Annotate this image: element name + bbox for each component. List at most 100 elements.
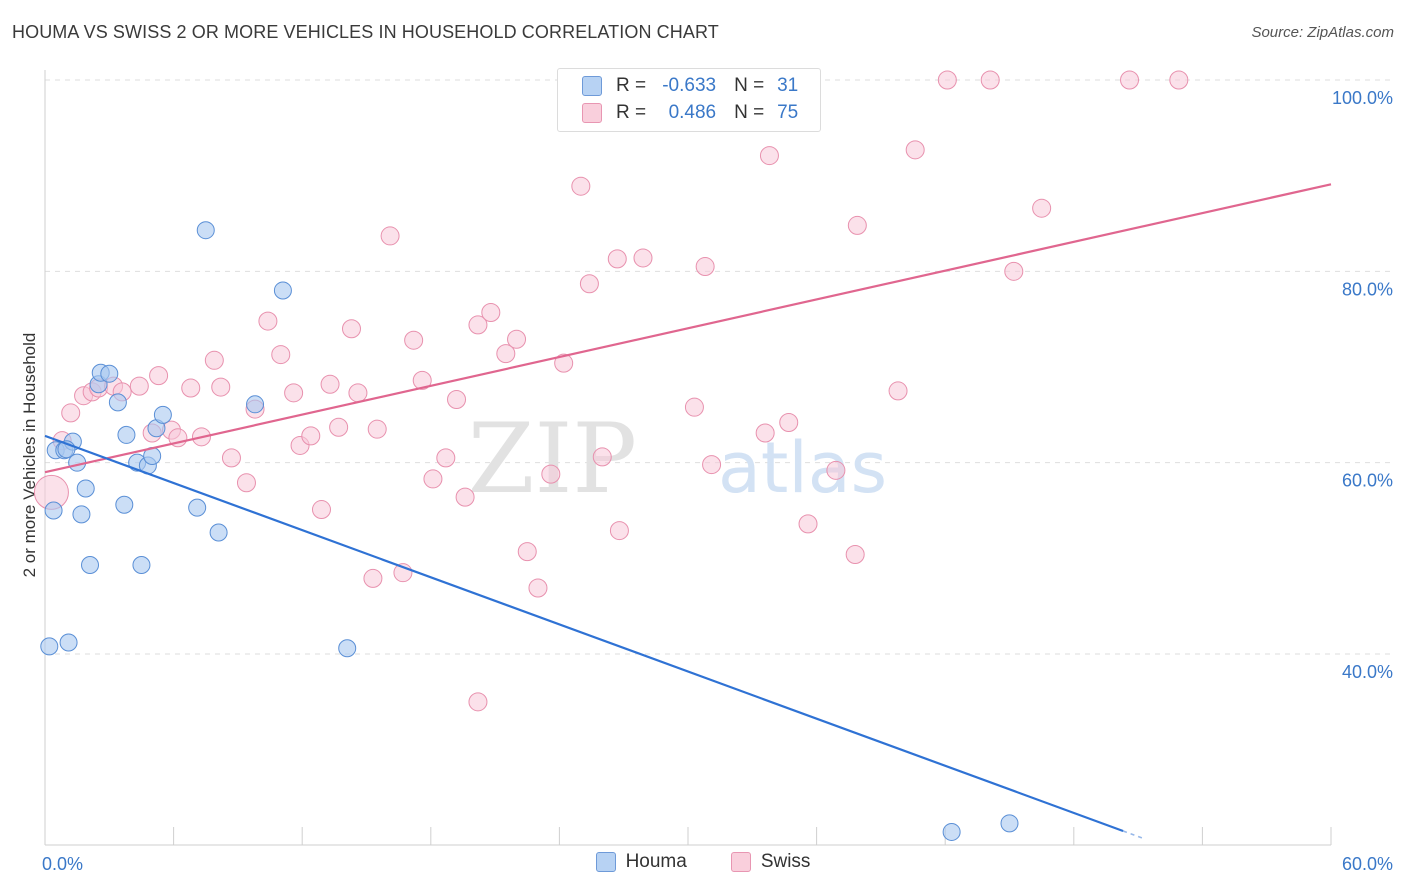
swiss-point [311, 500, 331, 520]
legend-row-houma: R = -0.633 N = 31 [582, 73, 798, 99]
swiss-point [684, 397, 704, 417]
houma-point [40, 637, 59, 656]
swiss-point [363, 568, 383, 588]
swiss-point [937, 70, 957, 90]
watermark: ZIP atlas [468, 403, 887, 515]
swiss-point [507, 329, 527, 349]
swiss-point [607, 249, 627, 269]
swiss-point [412, 370, 432, 390]
swiss-swatch [582, 103, 602, 123]
swiss-point [129, 376, 149, 396]
houma-point [1000, 814, 1019, 833]
swiss-point [447, 390, 467, 410]
axes [44, 70, 1332, 846]
swiss-point [554, 353, 574, 373]
legend-item-houma[interactable]: Houma [595, 851, 687, 873]
swiss-point [1120, 70, 1140, 90]
tick-labels: 40.0% 60.0% 80.0% 100.0% 0.0% 60.0% [42, 88, 1393, 874]
swiss-point [845, 545, 865, 565]
houma-trend-extension [1122, 830, 1145, 840]
houma-point [59, 633, 78, 652]
legend-n-label: N = [734, 102, 765, 123]
swiss-point [888, 381, 908, 401]
swiss-point [423, 469, 443, 489]
swiss-series [33, 70, 1189, 712]
swiss-point [847, 215, 867, 235]
legend-row-swiss: R = 0.486 N = 75 [582, 100, 798, 126]
houma-point [153, 405, 172, 424]
swiss-point [528, 578, 548, 598]
houma-point [246, 395, 265, 414]
swiss-point [579, 274, 599, 294]
houma-point [132, 556, 151, 575]
swiss-point [481, 302, 501, 322]
houma-point [72, 505, 91, 524]
swiss-point [496, 344, 516, 364]
swiss-point [380, 226, 400, 246]
swiss-point [905, 140, 925, 160]
swiss-point [798, 514, 818, 534]
y-tick-label: 100.0% [1332, 88, 1393, 108]
swiss-point [341, 319, 361, 339]
swiss-point [301, 426, 321, 446]
swiss-point [702, 455, 722, 475]
houma-point [188, 498, 207, 517]
watermark-zip: ZIP [468, 403, 637, 515]
legend-r-label: R = [616, 102, 647, 123]
houma-point [44, 501, 63, 520]
swiss-point [759, 146, 779, 166]
swiss-point [633, 248, 653, 268]
swiss-point [367, 419, 387, 439]
swiss-point [1032, 198, 1052, 218]
swiss-point [571, 176, 591, 196]
swiss-swatch [730, 852, 751, 872]
houma-point [81, 556, 100, 575]
swiss-point [348, 383, 368, 403]
swiss-point [149, 366, 169, 386]
legend-label-swiss: Swiss [760, 851, 811, 872]
houma-point [115, 495, 134, 514]
trend-lines [44, 183, 1332, 840]
x-tick-label: 0.0% [42, 854, 83, 874]
swiss-point [181, 378, 201, 398]
swiss-point [284, 383, 304, 403]
swiss-trend-line [44, 183, 1332, 474]
chart-title: HOUMA VS SWISS 2 OR MORE VEHICLES IN HOU… [12, 22, 719, 42]
swiss-point [221, 448, 241, 468]
swiss-point [1004, 261, 1024, 281]
series-legend: Houma Swiss [0, 851, 1406, 873]
houma-point [108, 393, 127, 412]
houma-point [117, 425, 136, 444]
swiss-point [592, 447, 612, 467]
houma-r-value: -0.633 [662, 75, 717, 96]
houma-point [338, 639, 357, 658]
swiss-n-value: 75 [777, 102, 799, 123]
houma-swatch [582, 76, 602, 96]
houma-n-value: 31 [777, 75, 799, 96]
swiss-point [695, 257, 715, 277]
swiss-point [541, 464, 561, 484]
swiss-point [236, 473, 256, 493]
swiss-point [468, 315, 488, 335]
y-tick-label: 40.0% [1342, 662, 1393, 682]
swiss-r-value: 0.486 [668, 102, 717, 123]
swiss-point [779, 412, 799, 432]
swiss-point [980, 70, 1000, 90]
legend-label-houma: Houma [625, 851, 687, 872]
source-credit: Source: ZipAtlas.com [1251, 24, 1394, 41]
swiss-point [211, 377, 231, 397]
swiss-point [61, 403, 81, 423]
swiss-point [609, 521, 629, 541]
houma-series [40, 221, 1019, 841]
legend-r-label: R = [616, 75, 647, 96]
houma-point [196, 221, 215, 240]
swiss-point [404, 330, 424, 350]
legend-item-swiss[interactable]: Swiss [730, 851, 811, 873]
swiss-point [1169, 70, 1189, 90]
houma-point [76, 479, 95, 498]
houma-trend-line [44, 434, 1124, 833]
watermark-atlas: atlas [718, 427, 887, 509]
swiss-point [271, 345, 291, 365]
swiss-point [329, 417, 349, 437]
